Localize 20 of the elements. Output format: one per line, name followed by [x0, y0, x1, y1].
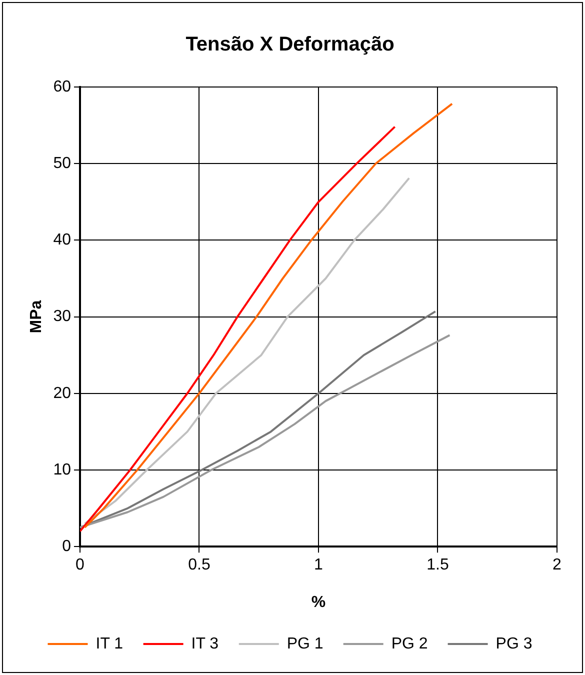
y-tick-label: 40: [53, 232, 72, 249]
y-tick-label: 30: [53, 308, 72, 326]
legend-label: PG 3: [496, 635, 532, 652]
y-axis-title: MPa: [28, 300, 46, 334]
chart-title: Tensão X Deformação: [186, 34, 394, 56]
y-tick-label: 20: [53, 384, 72, 402]
x-tick-label: 1: [314, 556, 324, 574]
y-tick-label: 50: [53, 155, 72, 172]
x-tick-label: 0.5: [188, 556, 210, 574]
x-axis-title: %: [311, 594, 326, 611]
x-tick-label: 1.5: [426, 556, 449, 574]
legend-label: IT 1: [96, 635, 124, 652]
y-tick-label: 60: [53, 78, 72, 96]
y-tick-label: 10: [53, 461, 72, 478]
x-tick-label: 2: [552, 556, 562, 574]
x-tick-label: 0: [76, 556, 85, 574]
legend-label: IT 3: [191, 635, 219, 652]
y-tick-label: 0: [62, 538, 72, 556]
legend-label: PG 2: [391, 635, 428, 652]
legend-label: PG 1: [286, 635, 324, 652]
